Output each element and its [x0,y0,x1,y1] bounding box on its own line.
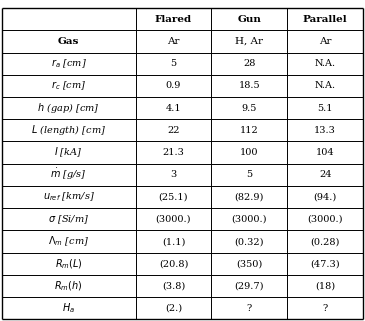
Text: 18.5: 18.5 [239,81,260,91]
Text: (2.): (2.) [165,304,182,313]
Text: H, Ar: H, Ar [235,37,264,46]
Text: $L$ (length) [cm]: $L$ (length) [cm] [31,123,106,137]
Text: $I$ [kA]: $I$ [kA] [54,146,83,159]
Text: 9.5: 9.5 [242,104,257,113]
Text: (350): (350) [236,259,262,268]
Text: N.A.: N.A. [315,81,336,91]
Text: 5: 5 [170,59,177,68]
Text: (3.8): (3.8) [162,282,185,291]
Text: Gas: Gas [58,37,79,46]
Text: 100: 100 [240,148,258,157]
Text: ?: ? [247,304,252,313]
Text: $R_m(L)$: $R_m(L)$ [55,257,82,271]
Text: Parallel: Parallel [303,15,347,24]
Text: $H_a$: $H_a$ [62,301,75,315]
Text: Flared: Flared [155,15,192,24]
Text: 21.3: 21.3 [162,148,184,157]
Text: (3000.): (3000.) [307,215,343,224]
Text: (18): (18) [315,282,335,291]
Text: $\sigma$ [Si/m]: $\sigma$ [Si/m] [48,213,89,226]
Text: 4.1: 4.1 [166,104,181,113]
Text: 5.1: 5.1 [318,104,333,113]
Text: 24: 24 [319,170,331,179]
Text: (1.1): (1.1) [162,237,185,246]
Text: N.A.: N.A. [315,59,336,68]
Text: 22: 22 [167,126,180,135]
Text: (25.1): (25.1) [159,193,188,202]
Text: $r_a$ [cm]: $r_a$ [cm] [51,57,87,70]
Text: $r_c$ [cm]: $r_c$ [cm] [51,80,87,92]
Text: Ar: Ar [167,37,180,46]
Text: $\dot{m}$ [g/s]: $\dot{m}$ [g/s] [50,167,87,182]
Text: (82.9): (82.9) [235,193,264,202]
Text: $R_m(h)$: $R_m(h)$ [54,279,83,293]
Text: 13.3: 13.3 [314,126,336,135]
Text: $\Lambda_m$ [cm]: $\Lambda_m$ [cm] [48,235,89,248]
Text: 5: 5 [246,170,253,179]
Text: ?: ? [323,304,328,313]
Text: (94.): (94.) [314,193,337,202]
Text: 28: 28 [243,59,255,68]
Text: (0.32): (0.32) [235,237,264,246]
Text: 112: 112 [240,126,259,135]
Text: (29.7): (29.7) [235,282,264,291]
Text: (3000.): (3000.) [232,215,267,224]
Text: 3: 3 [170,170,177,179]
Text: $u_{ref}$ [km/s]: $u_{ref}$ [km/s] [43,191,95,204]
Text: Ar: Ar [319,37,331,46]
Text: (3000.): (3000.) [156,215,191,224]
Text: 104: 104 [316,148,335,157]
Text: Gun: Gun [237,15,261,24]
Text: (0.28): (0.28) [311,237,340,246]
Text: (20.8): (20.8) [159,259,188,268]
Text: 0.9: 0.9 [166,81,181,91]
Text: $h$ (gap) [cm]: $h$ (gap) [cm] [37,101,100,115]
Text: (47.3): (47.3) [310,259,340,268]
